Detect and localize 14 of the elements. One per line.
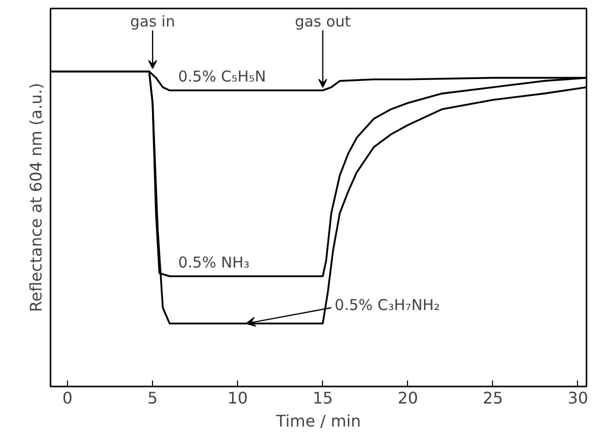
x-tick-label: 20 — [398, 388, 418, 408]
x-tick-label: 15 — [312, 388, 333, 408]
y-axis-title: Reflectance at 604 nm (a.u.) — [26, 82, 46, 312]
x-tick-label: 5 — [148, 388, 158, 408]
annotation: gas out — [294, 12, 351, 31]
x-axis-title: Time / min — [275, 412, 361, 430]
series-label: 0.5% C₅H₅N — [178, 68, 266, 86]
annotation: gas in — [130, 12, 176, 31]
series-label: 0.5% C₃H₇NH₂ — [334, 296, 440, 314]
x-tick-label: 30 — [568, 388, 588, 408]
x-tick-label: 25 — [482, 388, 504, 408]
x-tick-label: 0 — [62, 388, 73, 408]
series-label: 0.5% NH₃ — [178, 254, 250, 272]
x-tick-label: 10 — [227, 388, 248, 408]
